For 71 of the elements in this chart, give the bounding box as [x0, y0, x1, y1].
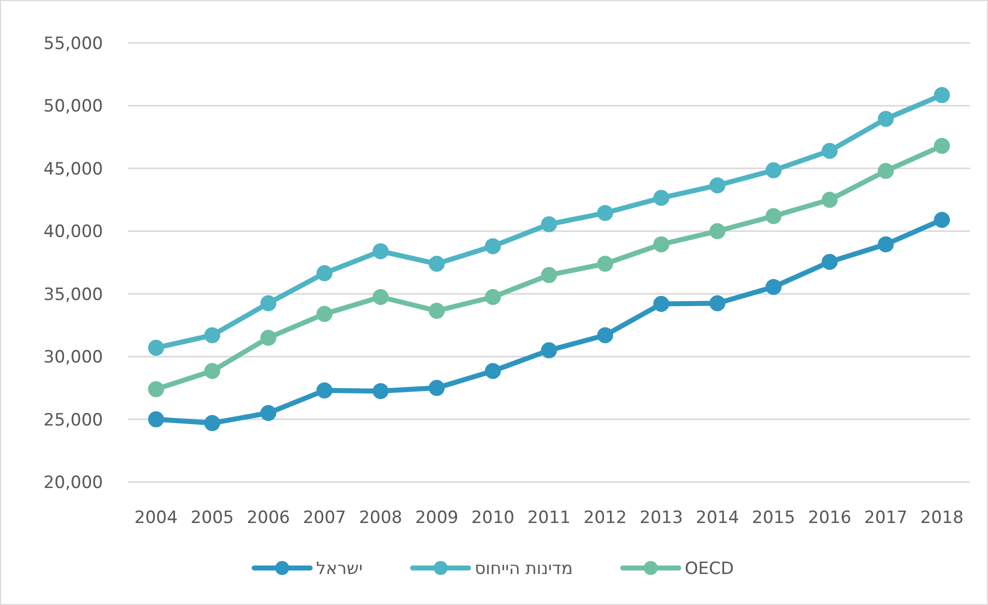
point	[316, 265, 332, 282]
point	[709, 223, 726, 240]
point	[260, 405, 276, 422]
point	[428, 256, 445, 272]
point	[372, 288, 389, 305]
x-tick-label: 2015	[752, 508, 796, 528]
legend-label: מדינות הייחוס	[474, 559, 573, 579]
y-tick-label: 35,000	[44, 284, 103, 305]
x-tick-label: 2014	[696, 508, 740, 528]
point	[822, 254, 838, 270]
point	[428, 302, 445, 319]
point	[541, 267, 557, 284]
point	[934, 138, 950, 154]
point	[878, 236, 894, 252]
point	[484, 238, 501, 254]
point	[372, 383, 389, 400]
point	[597, 327, 614, 344]
point	[541, 216, 557, 232]
point	[766, 278, 782, 295]
y-tick-label: 20,000	[44, 473, 103, 493]
point	[822, 192, 838, 208]
y-tick-label: 25,000	[44, 410, 103, 430]
x-tick-label: 2005	[190, 508, 234, 528]
legend-label: OECD	[684, 559, 734, 579]
point	[878, 110, 894, 127]
legend-label: ישראל	[316, 559, 363, 579]
x-tick-label: 2011	[527, 508, 571, 528]
point	[260, 330, 276, 346]
x-tick-label: 2017	[864, 508, 908, 528]
point	[148, 381, 164, 398]
point	[316, 382, 332, 398]
point	[484, 362, 501, 379]
point	[316, 306, 332, 322]
x-tick-label: 2012	[584, 508, 627, 528]
point	[204, 327, 220, 344]
point	[484, 288, 501, 305]
point	[709, 177, 726, 194]
x-tick-label: 2009	[415, 508, 458, 528]
point	[204, 415, 220, 432]
point	[148, 411, 164, 428]
point	[934, 212, 950, 228]
point	[148, 340, 164, 356]
x-tick-label: 2007	[302, 508, 346, 528]
point	[260, 295, 276, 312]
x-tick-label: 2004	[134, 508, 178, 528]
point	[653, 296, 670, 312]
point	[597, 204, 614, 221]
point	[766, 208, 782, 224]
x-tick-label: 2018	[920, 508, 964, 528]
point	[541, 342, 557, 358]
point	[822, 142, 838, 159]
point	[653, 236, 670, 252]
point	[597, 256, 614, 272]
x-tick-label: 2016	[808, 508, 852, 528]
x-tick-label: 2010	[471, 508, 514, 528]
point	[204, 362, 220, 379]
point	[653, 190, 670, 206]
y-tick-label: 45,000	[44, 159, 103, 180]
point	[372, 243, 389, 260]
y-tick-label: 30,000	[44, 348, 103, 368]
y-tick-label: 40,000	[44, 222, 103, 242]
point	[428, 380, 445, 396]
y-tick-label: 50,000	[44, 96, 103, 117]
point	[709, 295, 726, 312]
y-tick-label: 55,000	[44, 34, 103, 54]
x-tick-label: 2013	[640, 508, 683, 528]
x-tick-label: 2008	[358, 508, 402, 528]
point	[934, 87, 950, 104]
point	[878, 162, 894, 179]
x-tick-label: 2006	[246, 508, 290, 528]
point	[766, 162, 782, 178]
